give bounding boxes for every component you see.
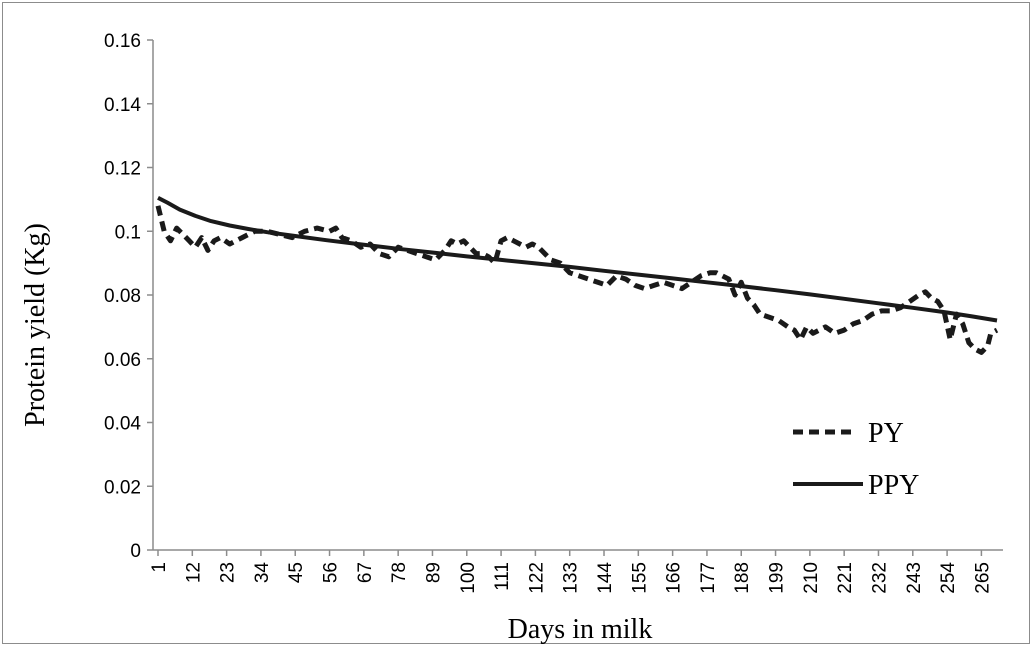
y-tick-label: 0.1 xyxy=(115,222,141,243)
x-tick-label: 188 xyxy=(732,562,753,594)
x-tick-label: 155 xyxy=(629,562,650,594)
x-tick-label: 254 xyxy=(938,562,959,594)
legend-py-label: PY xyxy=(868,418,904,449)
y-tick-label: 0 xyxy=(130,541,141,562)
legend: PY PPY xyxy=(793,418,919,501)
y-tick-label: 0.16 xyxy=(104,31,141,52)
x-tick-label: 78 xyxy=(389,562,410,583)
x-tick-label: 34 xyxy=(252,562,273,584)
x-tick-label: 23 xyxy=(218,562,239,583)
x-tick-label: 100 xyxy=(458,562,479,594)
x-ticks: 1 12 23 34 45 56 67 78 89 100 111 122 133 144 155 166 17… xyxy=(149,550,993,594)
x-tick-label: 133 xyxy=(561,562,582,594)
x-tick-label: 232 xyxy=(869,562,890,594)
y-ticks: 0 0.02 0.04 0.06 0.08 0.1 0.12 0.14 0.16 xyxy=(104,31,153,562)
y-axis-title: Protein yield (Kg) xyxy=(20,223,51,427)
x-tick-label: 199 xyxy=(767,562,788,594)
x-tick-label: 89 xyxy=(423,562,444,583)
x-tick-label: 111 xyxy=(492,562,513,591)
x-tick-label: 12 xyxy=(183,562,204,583)
y-tick-label: 0.12 xyxy=(104,159,141,180)
y-tick-label: 0.14 xyxy=(104,95,141,116)
x-tick-label: 144 xyxy=(595,562,616,594)
x-axis-title: Days in milk xyxy=(508,614,653,645)
x-tick-label: 45 xyxy=(286,562,307,583)
y-tick-label: 0.02 xyxy=(104,477,141,498)
x-tick-label: 67 xyxy=(355,562,376,583)
series-layer xyxy=(155,196,999,355)
legend-ppy-label: PPY xyxy=(868,470,919,501)
x-tick-label: 166 xyxy=(664,562,685,594)
y-tick-label: 0.06 xyxy=(104,350,141,371)
y-tick-label: 0.04 xyxy=(104,414,141,435)
x-tick-label: 210 xyxy=(801,562,822,594)
x-tick-label: 221 xyxy=(835,562,856,594)
x-tick-label: 265 xyxy=(972,562,993,594)
x-tick-label: 122 xyxy=(526,562,547,594)
x-tick-label: 56 xyxy=(321,562,342,583)
series-line-ppy xyxy=(157,196,998,323)
y-tick-label: 0.08 xyxy=(104,286,141,307)
x-tick-label: 177 xyxy=(698,562,719,594)
series-line-py xyxy=(155,205,999,355)
x-tick-label: 243 xyxy=(904,562,925,594)
x-tick-label: 1 xyxy=(149,562,170,573)
